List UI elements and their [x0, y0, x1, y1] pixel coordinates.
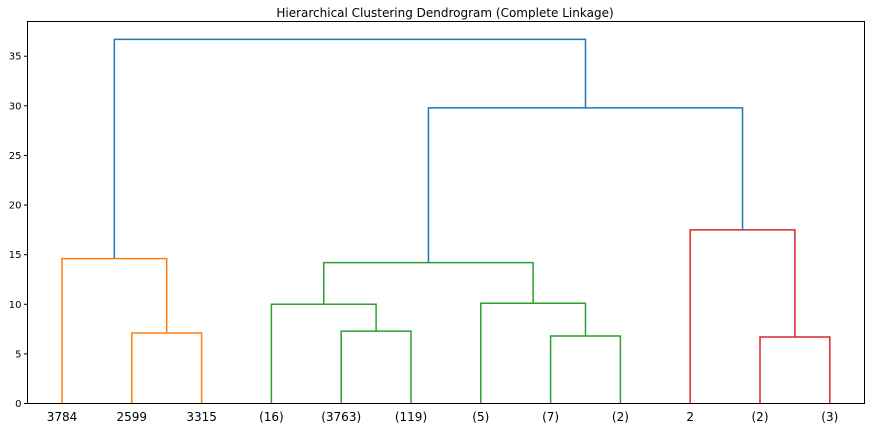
dendrogram-link — [480, 302, 587, 404]
x-tick-label: 3315 — [186, 410, 217, 424]
y-tick-label: 5 — [15, 349, 21, 360]
x-tick-label: 2599 — [117, 410, 148, 424]
y-tick-label: 20 — [9, 201, 22, 212]
x-tick-label: (7) — [542, 410, 559, 424]
dendrogram-link — [270, 303, 377, 404]
dendrogram-link — [113, 38, 587, 259]
x-tick-label: (3763) — [321, 410, 361, 424]
dendrogram-link — [340, 330, 412, 404]
y-tick-label: 35 — [9, 52, 22, 63]
x-tick-label: (5) — [472, 410, 489, 424]
dendrogram-link — [427, 107, 744, 263]
dendrogram-link — [689, 229, 796, 404]
y-tick-label: 30 — [9, 101, 22, 112]
x-tick-label: 3784 — [47, 410, 78, 424]
x-tick-label: 2 — [686, 410, 694, 424]
x-tick-label: (119) — [395, 410, 427, 424]
y-axis: 0 5 10 15 20 25 30 35 — [9, 52, 28, 410]
x-tick-label: (2) — [752, 410, 769, 424]
chart-title: Hierarchical Clustering Dendrogram (Comp… — [276, 6, 613, 20]
x-axis: 3784 2599 3315 (16) (3763) (119) (5) (7) (2) 2 (2)… — [47, 410, 839, 424]
dendrogram-link — [549, 335, 622, 404]
dendrogram-link — [61, 257, 168, 404]
y-tick-label: 10 — [9, 300, 22, 311]
links-layer — [61, 38, 831, 404]
plot-frame — [27, 21, 865, 404]
x-tick-label: (2) — [612, 410, 629, 424]
y-tick-label: 0 — [15, 399, 21, 410]
y-tick-label: 15 — [9, 250, 22, 261]
y-tick-label: 25 — [9, 151, 22, 162]
x-tick-label: (3) — [821, 410, 838, 424]
x-tick-label: (16) — [259, 410, 284, 424]
dendrogram-link — [323, 261, 534, 305]
dendrogram-link — [759, 336, 831, 404]
dendrogram-link — [131, 332, 203, 404]
